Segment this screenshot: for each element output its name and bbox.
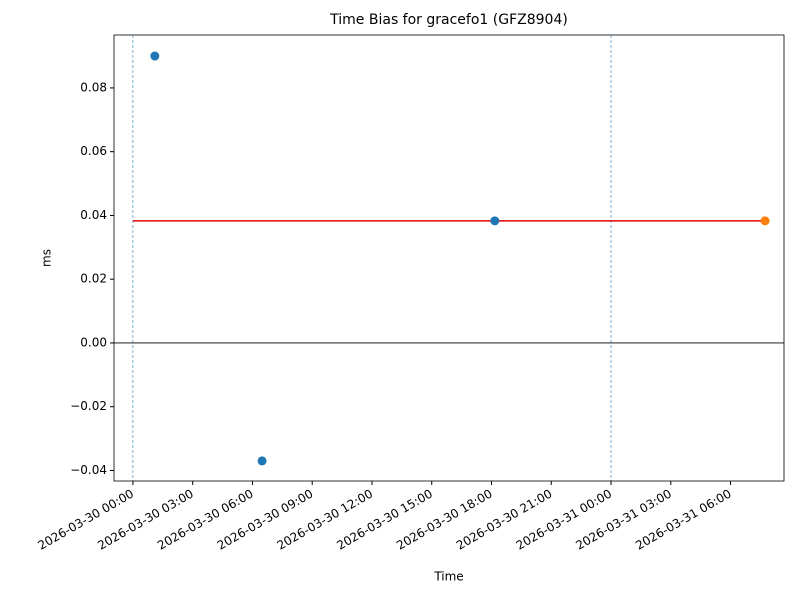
point	[490, 216, 500, 226]
point	[760, 216, 770, 226]
point	[257, 456, 267, 466]
y-tick-label: −0.04	[70, 463, 107, 477]
y-axis-label: ms	[40, 249, 54, 267]
y-tick-label: −0.02	[70, 399, 107, 413]
y-tick-label: 0.08	[80, 80, 107, 94]
plot-frame	[113, 34, 785, 482]
y-tick-label: 0.00	[80, 335, 107, 349]
y-tick-label: 0.02	[80, 272, 107, 286]
x-tick-label: 2026-03-30 00:00	[36, 487, 137, 553]
x-axis-label: Time	[433, 570, 463, 584]
y-tick-label: 0.04	[80, 208, 107, 222]
chart-title: Time Bias for gracefo1 (GFZ8904)	[329, 12, 568, 28]
y-tick-label: 0.06	[80, 144, 107, 158]
point	[150, 51, 160, 61]
